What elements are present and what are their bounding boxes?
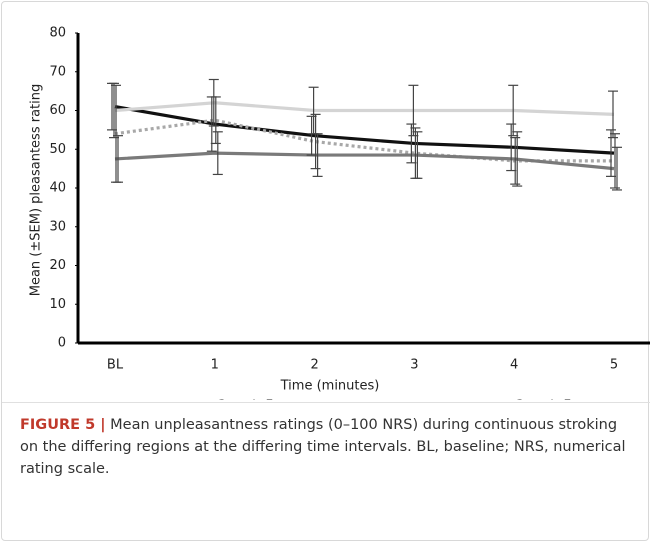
x-tick-label: 2 (310, 358, 318, 373)
caption-label: FIGURE 5 | (20, 417, 106, 433)
series-line (114, 151, 615, 171)
series-line (114, 101, 615, 116)
chart: Time (minutes) Mean (±SEM) pleasantess r… (29, 26, 650, 401)
y-tick-label: 10 (49, 297, 66, 312)
x-tick-label: BL (107, 358, 124, 373)
x-tick-label: 3 (410, 358, 418, 373)
y-tick-label: 70 (49, 64, 66, 79)
separator (2, 402, 650, 403)
x-tick-label: 4 (510, 358, 518, 373)
y-tick-label: 50 (49, 142, 66, 157)
caption-text: Mean unpleasantness ratings (0–100 NRS) … (20, 417, 626, 477)
legend-label: 3 cm/s Forearm (218, 399, 319, 401)
y-tick-label: 20 (49, 258, 66, 273)
y-tick-label: 40 (49, 181, 66, 196)
series-line (114, 118, 614, 163)
x-tick-label: 1 (211, 358, 219, 373)
y-tick-label: 60 (49, 103, 66, 118)
y-tick-label: 0 (58, 336, 66, 351)
x-tick-label: 5 (610, 358, 618, 373)
y-axis-title: Mean (±SEM) pleasantess rating (29, 84, 44, 297)
caption: FIGURE 5 | Mean unpleasantness ratings (… (20, 414, 632, 480)
y-tick-label: 30 (49, 219, 66, 234)
y-tick-label: 80 (49, 26, 66, 41)
x-axis-title: Time (minutes) (280, 379, 380, 394)
legend-label: 3 cm/s Face (516, 399, 593, 401)
